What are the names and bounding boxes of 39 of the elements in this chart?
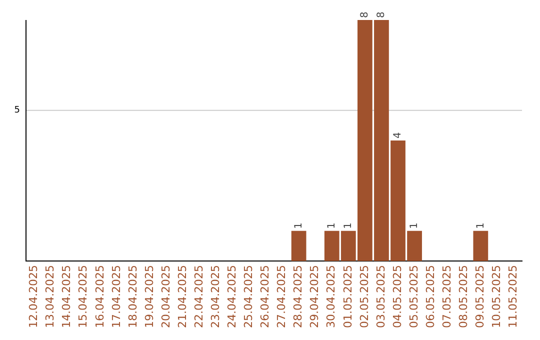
data-label: 1 (342, 222, 354, 229)
data-label: 8 (360, 12, 371, 18)
x-tick-label: 06.05.2025 (424, 265, 437, 328)
x-tick-label: 17.04.2025 (110, 265, 123, 328)
x-tick-label: 12.04.2025 (27, 265, 40, 328)
data-label: 1 (326, 222, 338, 229)
x-tick-label: 29.04.2025 (308, 265, 322, 328)
x-tick-label: 24.04.2025 (226, 265, 239, 328)
x-tick-label: 16.04.2025 (93, 265, 106, 328)
x-tick-label: 22.04.2025 (192, 265, 206, 328)
x-tick-label: 10.05.2025 (490, 265, 504, 328)
data-label: 1 (475, 222, 486, 229)
x-tick-label: 08.05.2025 (456, 265, 470, 328)
x-tick-label: 11.05.2025 (506, 265, 520, 328)
x-tick-label: 07.05.2025 (440, 265, 454, 328)
x-tick-label: 04.05.2025 (390, 265, 404, 328)
x-tick-label: 09.05.2025 (474, 265, 487, 328)
x-tick-label: 03.05.2025 (374, 265, 388, 328)
x-tick-label: 19.04.2025 (142, 265, 156, 328)
x-tick-label: 30.04.2025 (324, 265, 338, 328)
x-tick-label: 01.05.2025 (341, 265, 354, 328)
data-label: 8 (376, 12, 388, 18)
x-tick-label: 28.04.2025 (292, 265, 305, 328)
x-tick-label: 14.04.2025 (60, 265, 74, 328)
x-tick-label: 26.04.2025 (258, 265, 272, 328)
ref-line-label: 5 (14, 106, 20, 116)
data-label: 1 (293, 222, 304, 229)
x-tick-label: 23.04.2025 (208, 265, 222, 328)
x-tick-label: 18.04.2025 (126, 265, 140, 328)
x-tick-label: 15.04.2025 (76, 265, 90, 328)
data-label: 1 (409, 222, 420, 229)
x-tick-label: 27.04.2025 (275, 265, 288, 328)
x-tick-label: 05.05.2025 (407, 265, 420, 328)
data-label: 4 (392, 132, 404, 139)
x-tick-label: 02.05.2025 (358, 265, 371, 328)
x-tick-label: 20.04.2025 (159, 265, 172, 328)
x-tick-label: 21.04.2025 (176, 265, 189, 328)
x-tick-label: 13.04.2025 (44, 265, 57, 328)
x-tick-label: 25.04.2025 (242, 265, 256, 328)
